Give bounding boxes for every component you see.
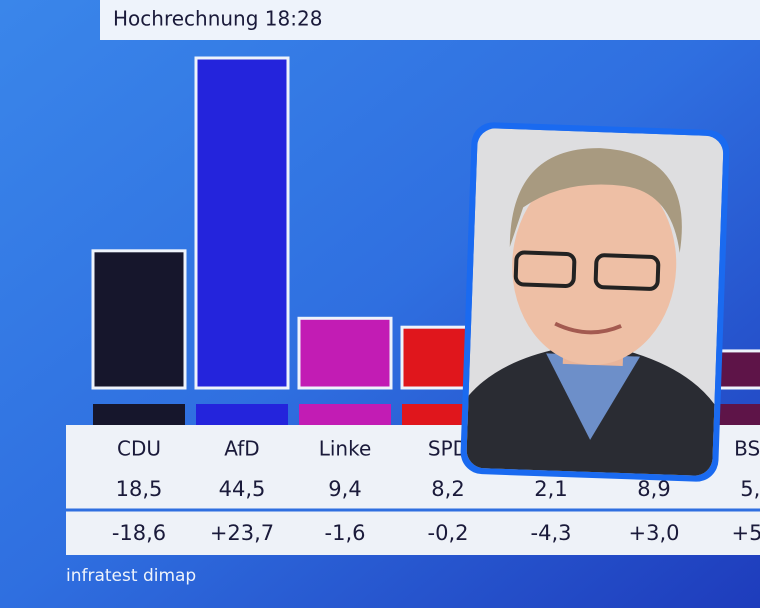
glasses-right [593,253,661,291]
color-strip [299,404,391,425]
category-label: Linke [319,437,372,461]
change-label: -18,6 [112,521,166,545]
value-label: 9,4 [328,477,361,501]
category-label: BSW [734,437,760,461]
value-label: 44,5 [219,477,266,501]
color-strip [711,404,760,425]
source: infratest dimap [66,566,196,586]
change-label: -4,3 [531,521,572,545]
category-label: CDU [117,437,161,461]
change-label: +3,0 [629,521,680,545]
photo-inset [460,122,730,482]
change-label: +23,7 [210,521,274,545]
glasses-left [513,250,577,288]
value-label: 8,2 [431,477,464,501]
change-label: +5,0 [732,521,760,545]
bar [194,56,290,390]
value-label: 8,9 [637,477,670,501]
category-label: AfD [224,437,259,461]
shirt [546,353,641,440]
photo [466,127,724,477]
value-label: 2,1 [534,477,567,501]
bar [297,316,393,390]
mouth [554,321,622,335]
bar [91,249,187,390]
title-box [100,0,760,40]
color-strip [93,404,185,425]
hair [509,148,682,253]
color-strip [196,404,288,425]
value-label: 5,0 [740,477,760,501]
chart-title: Hochrechnung 18:28 [113,7,322,31]
change-label: -1,6 [325,521,366,545]
value-label: 18,5 [116,477,163,501]
change-label: -0,2 [428,521,469,545]
